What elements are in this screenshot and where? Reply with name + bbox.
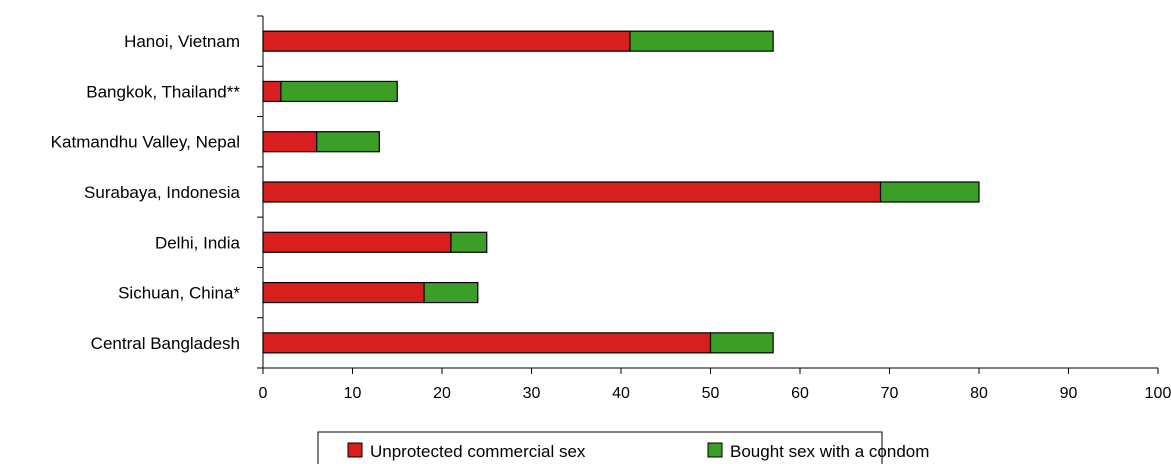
bar-unprotected	[262, 281, 425, 304]
category-labels: Hanoi, Vietnam Bangkok, Thailand** Katmand…	[51, 32, 241, 353]
x-tick-label: 50	[702, 385, 720, 402]
x-tick-label: 10	[344, 385, 362, 402]
bar-condom	[280, 80, 398, 103]
x-tick-label: 90	[1060, 385, 1078, 402]
category-label: Bangkok, Thailand**	[86, 82, 240, 101]
bar-unprotected	[262, 332, 712, 354]
x-tick-label: 20	[433, 385, 451, 402]
legend-label-unprotected: Unprotected commercial sex	[370, 442, 586, 461]
category-label: Delhi, India	[155, 233, 241, 252]
x-tick-label: 60	[791, 385, 809, 402]
bar-unprotected	[262, 131, 318, 153]
category-label: Surabaya, Indonesia	[84, 183, 240, 202]
bars-group	[262, 30, 980, 354]
legend: Unprotected commercial sex Bought sex wi…	[317, 431, 929, 464]
x-tick-labels: 0 10 20 30 40 50 60 70 80 90 100	[259, 385, 1171, 402]
bar-condom	[629, 30, 774, 52]
bar-condom	[316, 131, 380, 153]
bar-condom	[450, 231, 488, 253]
category-label: Hanoi, Vietnam	[124, 32, 240, 51]
legend-box	[317, 431, 883, 464]
bar-unprotected	[262, 181, 882, 203]
bar-condom	[879, 181, 980, 203]
x-tick-label: 40	[612, 385, 630, 402]
bar-unprotected	[262, 80, 282, 103]
category-label: Sichuan, China*	[118, 284, 240, 303]
bar-condom	[709, 332, 774, 354]
bar-condom	[423, 281, 479, 304]
x-tick-label: 30	[523, 385, 541, 402]
legend-label-condom: Bought sex with a condom	[730, 442, 929, 461]
legend-swatch-condom	[707, 442, 723, 458]
bar-unprotected	[262, 231, 452, 253]
category-label: Central Bangladesh	[91, 334, 240, 353]
legend-swatch-unprotected	[347, 442, 363, 458]
x-tick-label: 80	[970, 385, 988, 402]
bar-unprotected	[262, 30, 631, 52]
x-tick-label: 70	[881, 385, 899, 402]
category-label: Katmandhu Valley, Nepal	[51, 133, 240, 152]
x-tick-label: 0	[259, 385, 268, 402]
axes-group	[257, 15, 1159, 374]
x-tick-label: 100	[1145, 385, 1171, 402]
